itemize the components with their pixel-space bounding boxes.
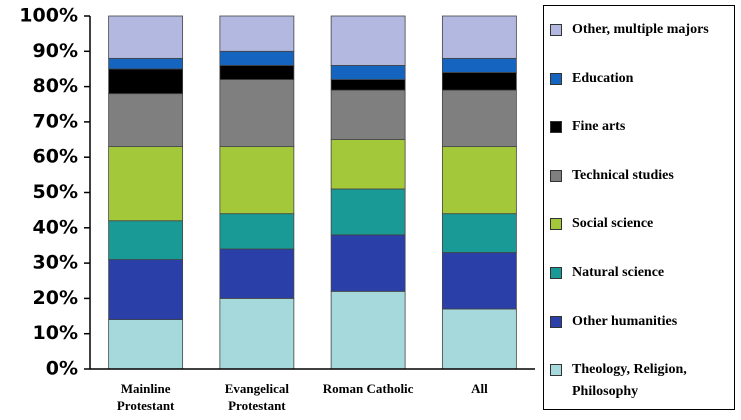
x-tick-label: Roman Catholic bbox=[322, 381, 414, 396]
y-tick-label: 90% bbox=[33, 40, 78, 62]
bar-segment bbox=[441, 308, 517, 370]
x-tick-label: Evangelical Protestant bbox=[224, 381, 290, 413]
bar-segment bbox=[219, 213, 295, 250]
bar-segment bbox=[108, 57, 184, 70]
bar-segment bbox=[441, 57, 517, 73]
bar-segment bbox=[330, 139, 406, 190]
legend-label: Other humanities bbox=[572, 313, 678, 329]
bar-segment bbox=[330, 188, 406, 236]
bar-segment bbox=[219, 15, 295, 52]
bar-segment bbox=[108, 68, 184, 95]
legend-label: Education bbox=[572, 70, 634, 86]
bar-segment bbox=[108, 259, 184, 320]
legend-swatch bbox=[550, 24, 562, 36]
bar-segment bbox=[330, 79, 406, 91]
legend-item: Fine arts bbox=[550, 116, 730, 138]
y-tick-label: 40% bbox=[33, 216, 78, 238]
bar-segment bbox=[330, 15, 406, 66]
y-tick-label: 80% bbox=[33, 75, 78, 97]
legend-item: Theology, Religion, Philosophy bbox=[550, 359, 730, 403]
bar-segment bbox=[219, 248, 295, 299]
legend-swatch bbox=[550, 364, 562, 377]
bar-segment bbox=[441, 89, 517, 148]
bar-segment bbox=[108, 146, 184, 222]
bar-segment bbox=[441, 72, 517, 91]
legend-swatch bbox=[550, 218, 562, 231]
y-tick-label: 60% bbox=[33, 146, 78, 168]
legend-label: Theology, Religion, Philosophy bbox=[572, 362, 687, 400]
bar-segment bbox=[441, 213, 517, 253]
y-tick-label: 70% bbox=[33, 110, 78, 132]
bar-segment bbox=[219, 50, 295, 66]
legend: Theology, Religion, Philosophy Other huma… bbox=[543, 5, 735, 410]
bar-segment bbox=[330, 234, 406, 292]
bar-segment bbox=[108, 93, 184, 148]
bar-segment bbox=[108, 220, 184, 260]
bar-segment bbox=[441, 15, 517, 59]
y-tick-label: 100% bbox=[19, 5, 78, 27]
bar-segment bbox=[330, 290, 406, 370]
legend-label: Other, multiple majors bbox=[572, 22, 709, 37]
legend-item: Social science bbox=[550, 213, 730, 235]
bar-segment bbox=[330, 65, 406, 80]
legend-item: Education bbox=[550, 68, 730, 90]
bar-segment bbox=[219, 146, 295, 215]
bar-segment bbox=[219, 65, 295, 80]
bar-segment bbox=[108, 319, 184, 370]
legend-item: Other, multiple majors bbox=[550, 19, 730, 41]
legend-swatch bbox=[550, 121, 562, 134]
y-tick-label: 0% bbox=[46, 358, 78, 380]
legend-item: Natural science bbox=[550, 262, 730, 284]
y-tick-label: 20% bbox=[33, 287, 78, 309]
bar-segment bbox=[108, 15, 184, 59]
legend-label: Social science bbox=[572, 216, 654, 232]
x-tick-label: Mainline Protestant bbox=[116, 381, 175, 413]
legend-swatch bbox=[550, 315, 562, 328]
legend-swatch bbox=[550, 72, 562, 85]
legend-item: Other humanities bbox=[550, 311, 730, 333]
bar-segment bbox=[219, 79, 295, 148]
bar-segment bbox=[441, 146, 517, 215]
legend-swatch bbox=[550, 267, 562, 279]
legend-item: Technical studies bbox=[550, 165, 730, 187]
bar-segment bbox=[330, 89, 406, 140]
legend-label: Natural science bbox=[572, 265, 665, 280]
legend-label: Technical studies bbox=[572, 167, 674, 183]
bar-segment bbox=[219, 297, 295, 370]
x-tick-label: All bbox=[471, 381, 488, 396]
bar-segment bbox=[441, 252, 517, 310]
y-tick-label: 50% bbox=[33, 181, 78, 203]
legend-label: Fine arts bbox=[572, 119, 626, 135]
legend-swatch bbox=[550, 169, 562, 182]
y-tick-label: 10% bbox=[33, 322, 78, 344]
y-tick-label: 30% bbox=[33, 252, 78, 274]
